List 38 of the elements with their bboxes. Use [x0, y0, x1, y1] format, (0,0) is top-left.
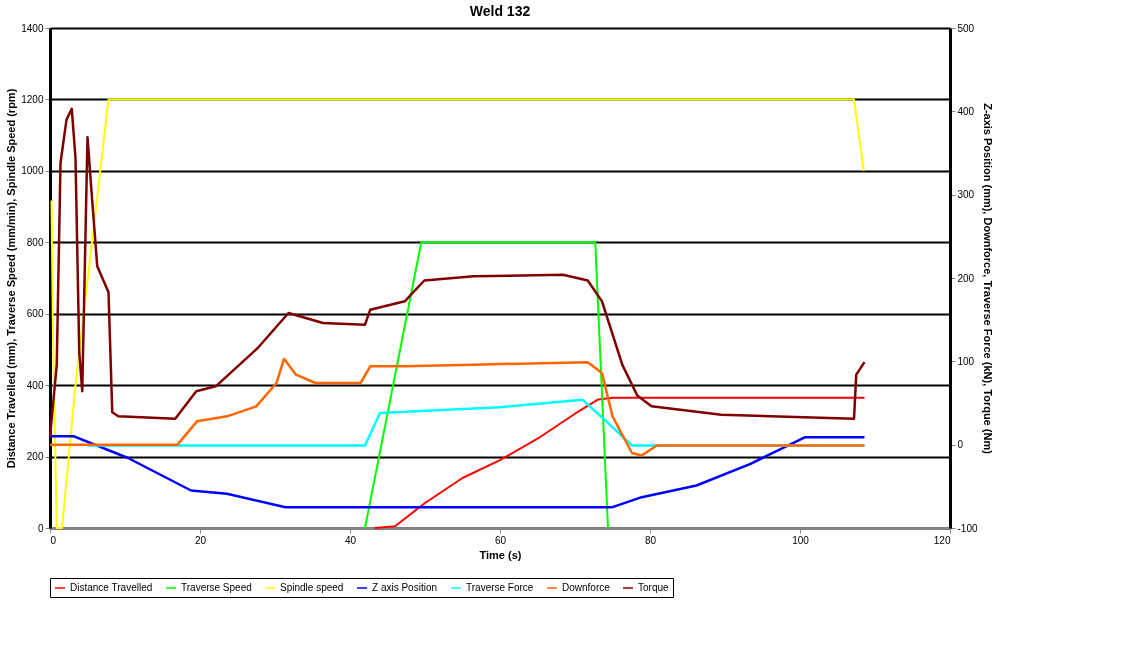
x-tick-label: 100	[792, 534, 810, 546]
y-tick-label: 1400	[21, 22, 44, 34]
x-tick-label: 80	[644, 534, 657, 546]
y-tick-label: 600	[26, 308, 44, 320]
line-series	[373, 396, 866, 529]
y2-tick-label: 0	[957, 439, 964, 451]
legend-label: Downforce	[562, 582, 611, 593]
y-tick-label: 200	[26, 451, 44, 463]
y2-axis-title: Z-axis Position (mm), Downforce, Traverse Force (kN), Torque (Nm)	[981, 103, 994, 455]
legend-label: Torque	[638, 582, 670, 593]
y-axis-title: Distance Travelled (mm), Traverse Speed (mm/min), Spindle Speed (rpm)	[5, 88, 18, 469]
x-tick-label: 60	[494, 534, 507, 546]
y-tick-label: 800	[26, 236, 44, 248]
x-tick-label: 120	[933, 534, 951, 546]
legend-label: Z axis Position	[372, 582, 438, 593]
legend-label: Distance Travelled	[70, 582, 153, 593]
y-tick-label: 1200	[21, 93, 44, 105]
y-tick-label: 1000	[21, 165, 44, 177]
line-series	[50, 98, 865, 529]
y2-tick-label: 300	[957, 189, 975, 201]
legend-label: Spindle speed	[280, 582, 344, 593]
legend-label: Traverse Speed	[181, 582, 252, 593]
chart-title: Weld 132	[469, 3, 531, 19]
x-tick-label: 0	[50, 534, 57, 546]
y2-tick-label: 500	[957, 22, 975, 34]
y-tick-label: 400	[26, 379, 44, 391]
line-series	[48, 357, 866, 457]
legend-label: Traverse Force	[466, 582, 534, 593]
y2-tick-label: 400	[957, 105, 975, 117]
line-series	[48, 107, 866, 439]
line-series	[48, 435, 866, 509]
y2-tick-label: 100	[957, 355, 975, 367]
y2-tick-label: 200	[957, 272, 975, 284]
x-tick-label: 40	[344, 534, 357, 546]
y-tick-label: 0	[37, 522, 44, 534]
x-axis-title: Time (s)	[479, 548, 522, 561]
x-tick-label: 20	[194, 534, 207, 546]
y2-tick-label: -100	[957, 522, 978, 534]
